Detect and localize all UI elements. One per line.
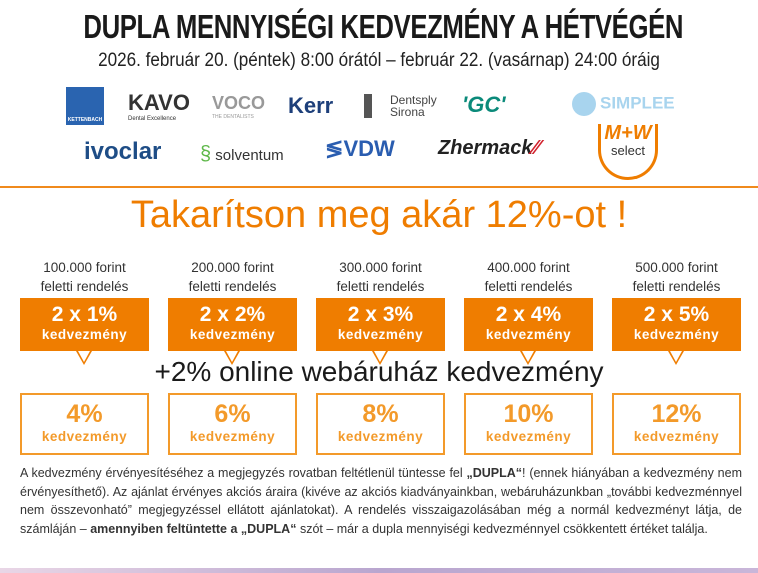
note-emphasis: „DUPLA“ — [466, 466, 523, 480]
terms-note: A kedvezmény érvényesítéséhez a megjegyz… — [20, 464, 742, 538]
tier-total-box: 4% kedvezmény — [20, 393, 149, 455]
tier-2: 200.000 forint feletti rendelés 2 x 2% ke… — [168, 258, 297, 455]
tier-discount: 2 x 5% — [643, 303, 710, 326]
tier-total: 12% — [651, 400, 702, 428]
kavo-logo: KAVO Dental Excellence — [128, 90, 190, 122]
tier-label: kedvezmény — [633, 327, 720, 342]
tier-total: 6% — [214, 400, 251, 428]
tier-caption: feletti rendelés — [336, 279, 425, 294]
tier-total-label: kedvezmény — [337, 429, 424, 444]
voco-logo: VOCO THE DENTALISTS — [212, 93, 266, 120]
date-range: 2026. február 20. (péntek) 8:00 órától –… — [98, 50, 660, 71]
bottom-strip — [0, 568, 758, 573]
tier-amount: 300.000 forint — [339, 260, 422, 275]
tier-discount-box: 2 x 2% kedvezmény — [168, 298, 297, 351]
pointer-arrow — [224, 351, 240, 365]
solventum-logo: § solventum — [200, 143, 284, 165]
tier-5: 500.000 forint feletti rendelés 2 x 5% ke… — [612, 258, 741, 455]
tier-caption: feletti rendelés — [188, 279, 277, 294]
tier-total: 10% — [503, 400, 554, 428]
tier-total-label: kedvezmény — [41, 429, 128, 444]
kettenbach-logo: KETTENBACH — [66, 87, 104, 125]
tier-discount-box: 2 x 3% kedvezmény — [316, 298, 445, 351]
tier-4: 400.000 forint feletti rendelés 2 x 4% ke… — [464, 258, 593, 455]
tier-discount-box: 2 x 1% kedvezmény — [20, 298, 149, 351]
tier-3: 300.000 forint feletti rendelés 2 x 3% ke… — [316, 258, 445, 455]
tier-discount: 2 x 1% — [51, 303, 118, 326]
simplee-logo: SIMPLEE — [572, 92, 675, 116]
tier-amount: 500.000 forint — [635, 260, 718, 275]
vdw-logo: ≶VDW — [325, 136, 395, 161]
zhermack-logo: Zhermack⁄⁄ — [438, 137, 540, 159]
page-title: DUPLA MENNYISÉGI KEDVEZMÉNY A HÉTVÉGÉN — [83, 8, 684, 45]
tier-total-box: 10% kedvezmény — [464, 393, 593, 455]
mw-select-logo: M+W select — [598, 123, 658, 180]
tier-label: kedvezmény — [337, 327, 424, 342]
tier-total-box: 8% kedvezmény — [316, 393, 445, 455]
ivoclar-logo: ivoclar — [84, 138, 162, 165]
pointer-arrow — [668, 351, 684, 365]
tier-total-label: kedvezmény — [189, 429, 276, 444]
note-text: A kedvezmény érvényesítéséhez a megjegyz… — [20, 466, 467, 480]
pointer-arrow — [76, 351, 92, 365]
tier-total-label: kedvezmény — [485, 429, 572, 444]
dentsply-sirona-logo: Dentsply Sirona — [364, 94, 437, 118]
tier-caption: feletti rendelés — [40, 279, 129, 294]
headline: Takarítson meg akár 12%-ot ! — [130, 194, 628, 236]
note-emphasis: amennyiben feltüntette a „DUPLA“ — [90, 521, 297, 536]
tier-discount: 2 x 4% — [495, 303, 562, 326]
tier-total: 4% — [66, 400, 103, 428]
tier-amount: 400.000 forint — [487, 260, 570, 275]
kerr-logo: Kerr — [288, 93, 334, 118]
note-text: szót – már a dupla mennyiségi kedvezménn… — [296, 521, 708, 536]
tier-amount: 100.000 forint — [43, 260, 126, 275]
tier-1: 100.000 forint feletti rendelés 2 x 1% ke… — [20, 258, 149, 455]
tier-caption: feletti rendelés — [632, 279, 721, 294]
tier-label: kedvezmény — [485, 327, 572, 342]
note-text: ! (ennek hiányában a kedvezmény nem érvé… — [20, 466, 742, 536]
pointer-arrow — [520, 351, 536, 365]
tier-discount-box: 2 x 5% kedvezmény — [612, 298, 741, 351]
tier-total-box: 6% kedvezmény — [168, 393, 297, 455]
tier-label: kedvezmény — [189, 327, 276, 342]
tier-discount: 2 x 2% — [199, 303, 266, 326]
tier-amount: 200.000 forint — [191, 260, 274, 275]
tier-total: 8% — [362, 400, 399, 428]
divider — [0, 186, 758, 188]
tier-total-label: kedvezmény — [633, 429, 720, 444]
tier-total-box: 12% kedvezmény — [612, 393, 741, 455]
gc-logo: 'GC' — [462, 92, 506, 117]
tier-discount-box: 2 x 4% kedvezmény — [464, 298, 593, 351]
tier-label: kedvezmény — [41, 327, 128, 342]
tier-discount: 2 x 3% — [347, 303, 414, 326]
tier-caption: feletti rendelés — [484, 279, 573, 294]
pointer-arrow — [372, 351, 388, 365]
